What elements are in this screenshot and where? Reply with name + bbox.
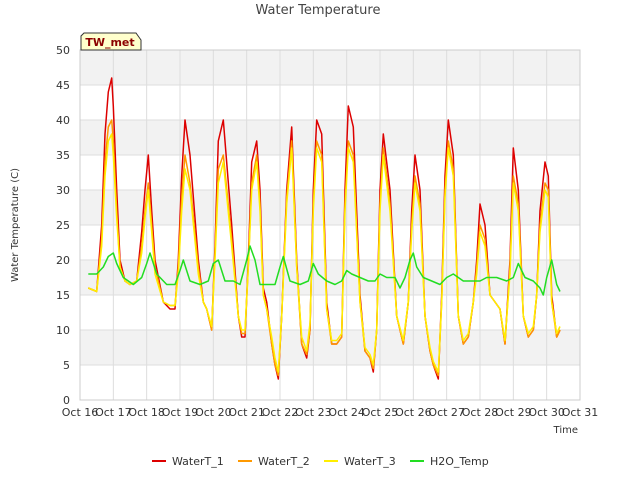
y-tick-label: 0 [63, 394, 70, 407]
legend-label: WaterT_2 [258, 455, 310, 468]
series-line-h2o-temp [88, 245, 561, 296]
series-line-watert-3 [88, 133, 561, 373]
x-axis-label: Time [553, 425, 578, 436]
x-tick-label: Oct 23 [295, 406, 332, 419]
x-tick-label: Oct 31 [562, 406, 599, 419]
x-tick-label: Oct 25 [362, 406, 399, 419]
x-tick-label: Oct 24 [328, 406, 365, 419]
series-line-watert-1 [88, 77, 561, 380]
legend-label: WaterT_3 [344, 455, 396, 468]
x-tick-label: Oct 27 [428, 406, 465, 419]
x-tick-label: Oct 30 [528, 406, 565, 419]
background-band [80, 120, 580, 155]
x-tick-label: Oct 19 [162, 406, 199, 419]
x-tick-label: Oct 17 [95, 406, 132, 419]
background-band [80, 225, 580, 260]
legend-label: H2O_Temp [430, 455, 489, 468]
y-tick-label: 5 [63, 359, 70, 372]
badge-label: TW_met [85, 36, 134, 49]
y-tick-label: 35 [56, 149, 70, 162]
y-axis-label: Water Temperature (C) [10, 168, 21, 282]
background-band [80, 365, 580, 400]
y-tick-label: 50 [56, 44, 70, 57]
x-tick-label: Oct 16 [62, 406, 99, 419]
y-axis-ticks: 0 5 10 15 20 25 30 35 40 45 50 [56, 44, 70, 407]
x-tick-label: Oct 29 [495, 406, 532, 419]
x-tick-label: Oct 20 [195, 406, 232, 419]
legend: WaterT_1 WaterT_2 WaterT_3 H2O_Temp [152, 455, 489, 468]
y-tick-label: 40 [56, 114, 70, 127]
background-band [80, 85, 580, 120]
plot-background [80, 50, 580, 400]
x-tick-label: Oct 21 [228, 406, 265, 419]
background-band [80, 50, 580, 85]
legend-label: WaterT_1 [172, 455, 224, 468]
background-band [80, 155, 580, 190]
y-tick-label: 10 [56, 324, 70, 337]
y-tick-label: 30 [56, 184, 70, 197]
x-tick-label: Oct 28 [462, 406, 499, 419]
background-band [80, 190, 580, 225]
plot-frame [79, 49, 581, 401]
y-tick-label: 15 [56, 289, 70, 302]
station-badge: TW_met [80, 32, 142, 51]
x-tick-label: Oct 22 [262, 406, 299, 419]
chart-title: Water Temperature [256, 3, 381, 18]
y-tick-label: 45 [56, 79, 70, 92]
series-lines [88, 77, 561, 380]
x-tick-label: Oct 18 [128, 406, 165, 419]
y-tick-label: 25 [56, 219, 70, 232]
y-tick-label: 20 [56, 254, 70, 267]
x-tick-label: Oct 26 [395, 406, 432, 419]
badge-shape [80, 32, 142, 51]
